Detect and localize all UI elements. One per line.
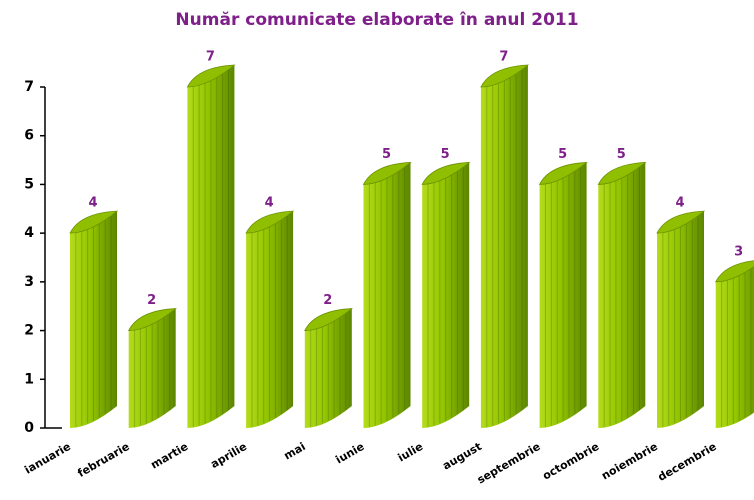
data-label: 5	[441, 147, 450, 162]
data-label: 5	[617, 147, 626, 162]
data-label: 4	[265, 196, 274, 211]
x-tick-label: noiembrie	[599, 440, 660, 483]
x-tick-label: mai	[282, 440, 308, 463]
data-label: 4	[88, 196, 97, 211]
bar	[186, 64, 236, 428]
data-label: 4	[675, 196, 684, 211]
chart-title: Număr comunicate elaborate în anul 2011	[175, 10, 578, 30]
x-tick-label: iunie	[333, 440, 366, 467]
y-tick-label: 3	[24, 274, 34, 290]
bar	[304, 308, 354, 428]
data-label: 2	[323, 293, 332, 308]
x-tick-label: septembrie	[475, 440, 543, 487]
y-tick-label: 6	[24, 128, 34, 144]
bar	[421, 161, 471, 428]
x-tick-label: iulie	[396, 440, 426, 465]
x-tick-label: februarie	[75, 440, 131, 480]
y-tick-label: 0	[24, 420, 34, 436]
y-tick-label: 7	[24, 79, 34, 95]
data-label: 5	[382, 147, 391, 162]
data-label: 3	[734, 244, 743, 259]
x-tick-label: martie	[149, 440, 191, 472]
bar	[597, 161, 647, 428]
x-tick-label: august	[440, 440, 484, 473]
bar	[69, 210, 119, 428]
x-tick-label: ianuarie	[22, 440, 73, 477]
bar	[715, 260, 754, 428]
y-tick-label: 2	[24, 323, 34, 339]
x-tick-label: octombrie	[540, 440, 601, 483]
bar	[362, 161, 412, 428]
x-tick-label: aprilie	[208, 440, 249, 471]
bar	[480, 64, 530, 428]
data-label: 5	[558, 147, 567, 162]
y-tick-label: 4	[24, 225, 34, 241]
data-label: 2	[147, 293, 156, 308]
bar	[245, 210, 295, 428]
y-tick-label: 1	[24, 371, 34, 387]
x-tick-label: decembrie	[656, 440, 719, 484]
bar	[538, 161, 588, 428]
data-label: 7	[499, 50, 508, 65]
data-label: 7	[206, 50, 215, 65]
bar	[128, 308, 177, 428]
bar	[656, 210, 706, 428]
y-tick-label: 5	[24, 176, 34, 192]
